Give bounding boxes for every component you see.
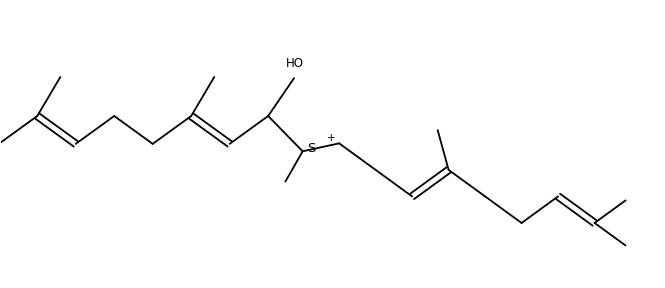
- Text: HO: HO: [287, 56, 305, 70]
- Text: +: +: [327, 133, 336, 143]
- Text: S: S: [307, 142, 316, 155]
